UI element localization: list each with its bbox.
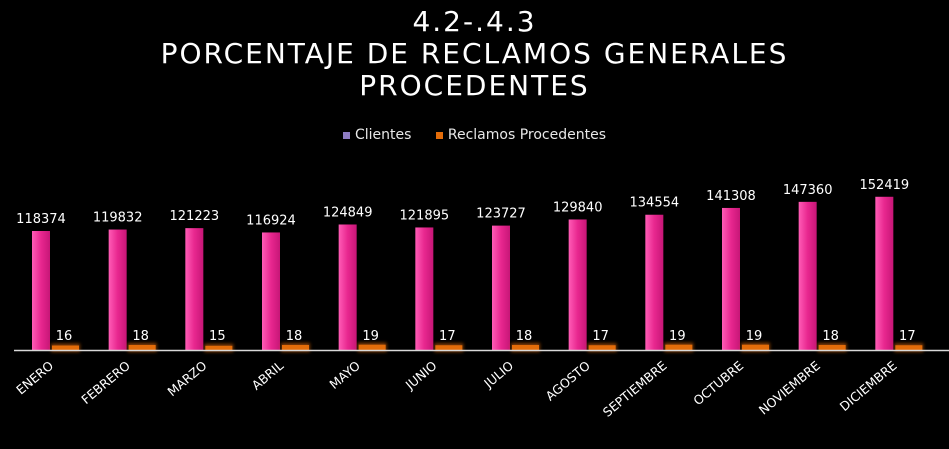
label-clientes-febrero: 119832 — [93, 211, 143, 226]
legend-item-clientes: Clientes — [342, 127, 412, 143]
label-clientes-diciembre: 152419 — [860, 178, 910, 193]
label-clientes-noviembre: 147360 — [783, 183, 833, 198]
label-reclamos-mayo: 19 — [362, 329, 379, 344]
bar-clientes-mayo — [338, 224, 357, 350]
bar-clientes-diciembre — [875, 196, 894, 350]
tick-label-junio: JUNIO — [402, 358, 440, 393]
bar-reclamos-abril — [282, 344, 309, 350]
label-clientes-octubre: 141308 — [706, 189, 756, 204]
label-reclamos-agosto: 17 — [592, 329, 609, 344]
bar-clientes-junio — [415, 227, 434, 350]
bar-reclamos-julio — [512, 344, 539, 350]
bar-clientes-agosto — [568, 219, 587, 350]
label-reclamos-diciembre: 17 — [899, 329, 916, 344]
label-clientes-marzo: 121223 — [170, 209, 220, 224]
label-reclamos-junio: 17 — [439, 329, 456, 344]
tick-label-noviembre: NOVIEMBRE — [756, 358, 823, 418]
bar-clientes-enero — [32, 231, 50, 350]
tick-label-enero: ENERO — [13, 358, 56, 398]
tick-label-diciembre: DICIEMBRE — [837, 358, 900, 414]
legend-label-reclamos: Reclamos Procedentes — [447, 127, 606, 143]
bar-clientes-octubre — [722, 207, 740, 350]
label-reclamos-noviembre: 18 — [822, 329, 839, 344]
tick-label-mayo: MAYO — [326, 358, 363, 392]
bar-clientes-septiembre — [645, 214, 664, 350]
chart-title-line-3: PROCEDENTES — [359, 69, 590, 102]
label-clientes-abril: 116924 — [246, 213, 296, 228]
label-reclamos-septiembre: 19 — [669, 329, 686, 344]
label-clientes-junio: 121895 — [400, 208, 450, 223]
tick-label-agosto: AGOSTO — [542, 358, 593, 404]
tick-label-febrero: FEBRERO — [78, 358, 133, 407]
label-clientes-mayo: 124849 — [323, 205, 373, 220]
label-clientes-julio: 123727 — [476, 207, 526, 222]
bar-reclamos-diciembre — [895, 345, 923, 350]
legend-item-reclamos: Reclamos Procedentes — [435, 127, 606, 143]
chart-legend: Clientes Reclamos Procedentes — [0, 127, 949, 143]
bar-reclamos-junio — [435, 345, 463, 350]
chart-title: 4.2-.4.3 PORCENTAJE DE RECLAMOS GENERALE… — [0, 6, 949, 102]
legend-label-clientes: Clientes — [354, 127, 412, 143]
legend-swatch-clientes — [342, 131, 350, 139]
label-reclamos-julio: 18 — [516, 329, 533, 344]
bar-clientes-marzo — [185, 228, 204, 350]
bar-reclamos-octubre — [742, 344, 769, 350]
bar-reclamos-mayo — [358, 344, 386, 350]
label-reclamos-octubre: 19 — [746, 329, 763, 344]
chart-title-line-1: 4.2-.4.3 — [412, 5, 537, 38]
label-reclamos-febrero: 18 — [132, 329, 149, 344]
tick-label-abril: ABRIL — [249, 358, 287, 393]
bar-clientes-noviembre — [798, 201, 817, 350]
label-clientes-septiembre: 134554 — [630, 196, 680, 211]
tick-label-julio: JULIO — [480, 358, 516, 392]
tick-label-octubre: OCTUBRE — [690, 358, 746, 408]
bar-reclamos-agosto — [588, 345, 616, 350]
tick-label-septiembre: SEPTIEMBRE — [600, 358, 670, 420]
tick-label-marzo: MARZO — [164, 358, 209, 399]
bar-reclamos-noviembre — [818, 344, 846, 350]
label-clientes-agosto: 129840 — [553, 200, 603, 215]
label-reclamos-abril: 18 — [286, 329, 303, 344]
label-reclamos-enero: 16 — [56, 329, 73, 344]
bar-reclamos-enero — [52, 345, 79, 350]
bar-clientes-febrero — [108, 229, 127, 350]
label-clientes-enero: 118374 — [16, 212, 66, 227]
bar-clientes-julio — [492, 225, 510, 350]
bar-reclamos-septiembre — [665, 344, 693, 350]
label-reclamos-marzo: 15 — [209, 329, 226, 344]
legend-swatch-reclamos — [435, 131, 443, 139]
chart-title-line-2: PORCENTAJE DE RECLAMOS GENERALES — [160, 37, 789, 70]
bar-reclamos-marzo — [205, 345, 233, 350]
bar-clientes-abril — [262, 232, 280, 350]
bar-reclamos-febrero — [128, 344, 156, 350]
